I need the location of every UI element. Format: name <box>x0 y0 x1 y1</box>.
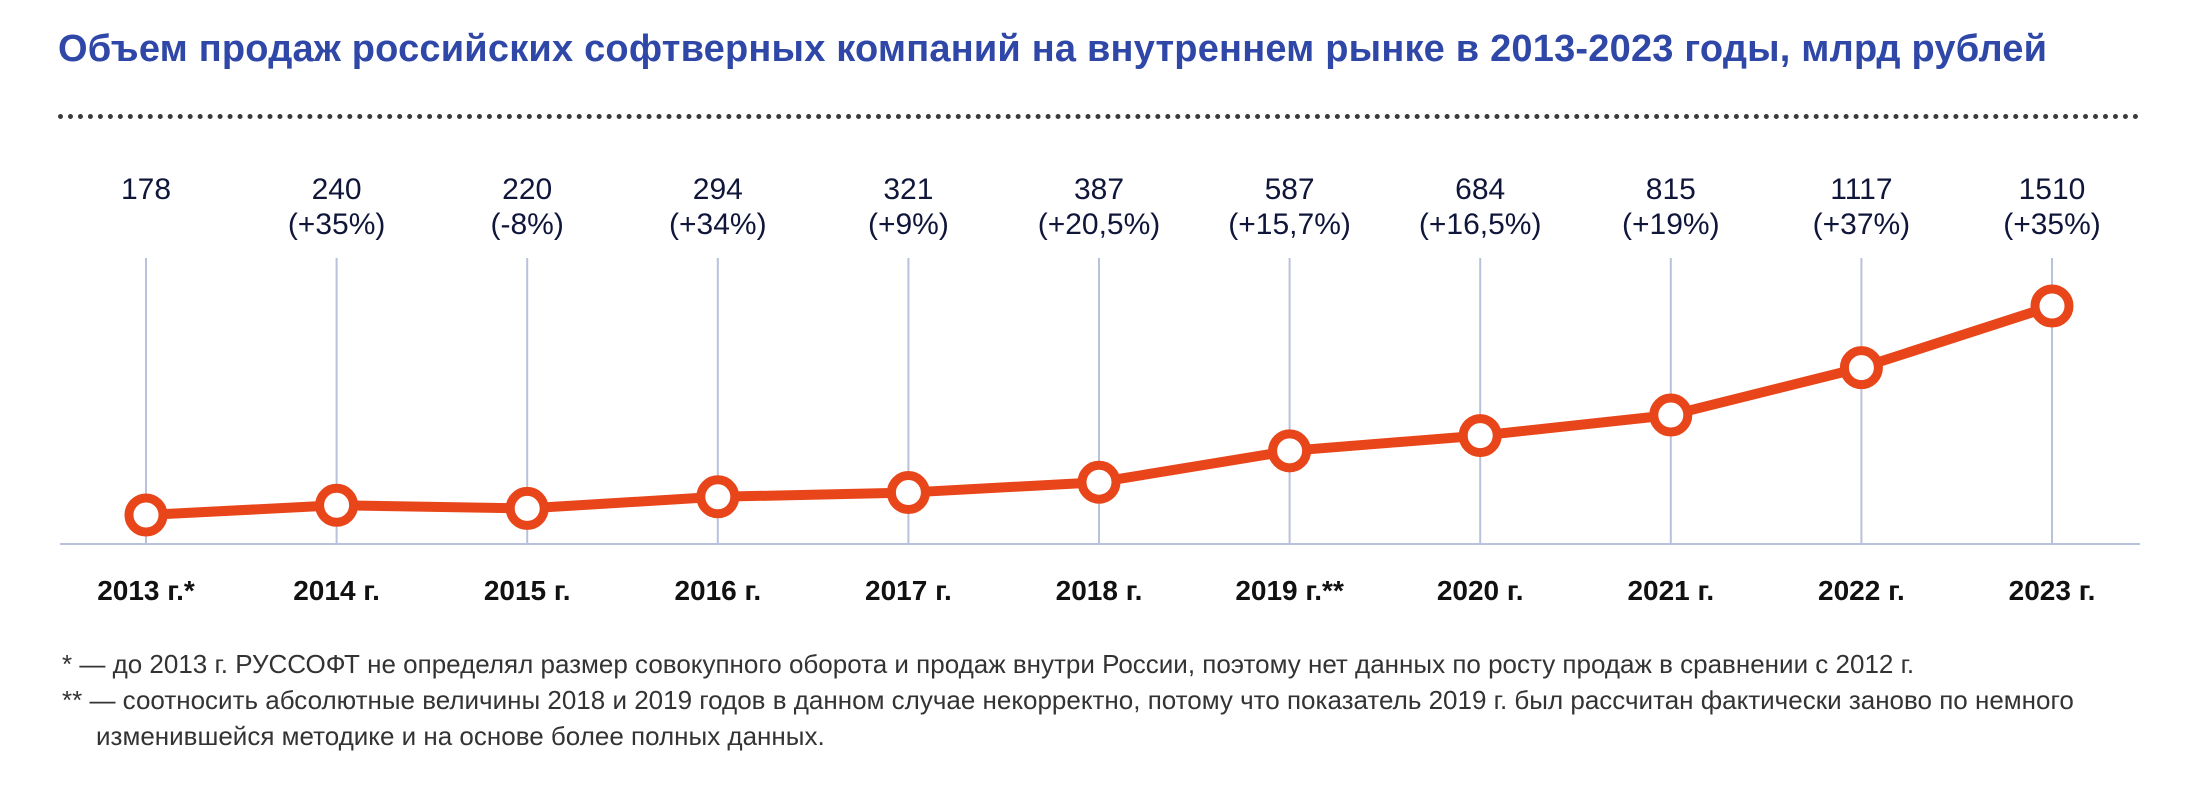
growth-label: (+15,7%) <box>1228 208 1351 241</box>
data-point <box>315 483 359 527</box>
growth-label: (+37%) <box>1813 208 1911 241</box>
footnote-2: ** — соотносить абсолютные величины 2018… <box>62 685 2074 751</box>
footnotes: * — до 2013 г. РУССОФТ не определял разм… <box>62 646 2136 754</box>
data-point <box>505 486 549 530</box>
growth-label: (-8%) <box>491 208 564 241</box>
x-tick-label: 2013 г.* <box>97 575 195 606</box>
growth-label: (+35%) <box>288 208 386 241</box>
growth-label: (+20,5%) <box>1038 208 1161 241</box>
value-label: 684 <box>1455 173 1505 206</box>
data-point <box>1839 346 1883 390</box>
data-point <box>886 471 930 515</box>
value-label: 240 <box>312 173 362 206</box>
x-tick-label: 2014 г. <box>293 575 380 606</box>
x-tick-label: 2021 г. <box>1627 575 1714 606</box>
growth-label: (+35%) <box>2003 208 2101 241</box>
data-point <box>696 475 740 519</box>
growth-label: (+19%) <box>1622 208 1720 241</box>
x-tick-label: 2022 г. <box>1818 575 1905 606</box>
value-label: 1117 <box>1830 173 1892 206</box>
x-tick-label: 2016 г. <box>674 575 761 606</box>
x-tick-label: 2020 г. <box>1437 575 1524 606</box>
value-label: 587 <box>1265 173 1315 206</box>
x-tick-label: 2017 г. <box>865 575 952 606</box>
data-point <box>1458 414 1502 458</box>
value-label: 815 <box>1646 173 1696 206</box>
footnote-1: * — до 2013 г. РУССОФТ не определял разм… <box>62 649 1915 679</box>
x-tick-label: 2023 г. <box>2009 575 2096 606</box>
x-tick-label: 2019 г.** <box>1235 575 1344 606</box>
growth-label: (+9%) <box>868 208 949 241</box>
growth-label: (+16,5%) <box>1419 208 1542 241</box>
data-point <box>1649 393 1693 437</box>
growth-label: (+34%) <box>669 208 767 241</box>
value-label: 220 <box>502 173 552 206</box>
value-label: 321 <box>883 173 933 206</box>
data-point <box>124 493 168 537</box>
data-point <box>1077 460 1121 504</box>
value-label: 178 <box>121 173 171 206</box>
data-point <box>1268 429 1312 473</box>
x-tick-label: 2018 г. <box>1056 575 1143 606</box>
value-label: 294 <box>693 173 743 206</box>
data-point <box>2030 284 2074 328</box>
chart-title: Объем продаж российских софтверных компа… <box>58 28 2048 70</box>
value-label: 1510 <box>2019 173 2086 206</box>
point-layer <box>124 284 2074 537</box>
value-label: 387 <box>1074 173 1124 206</box>
dotted-divider <box>58 114 2140 119</box>
x-tick-label: 2015 г. <box>484 575 571 606</box>
